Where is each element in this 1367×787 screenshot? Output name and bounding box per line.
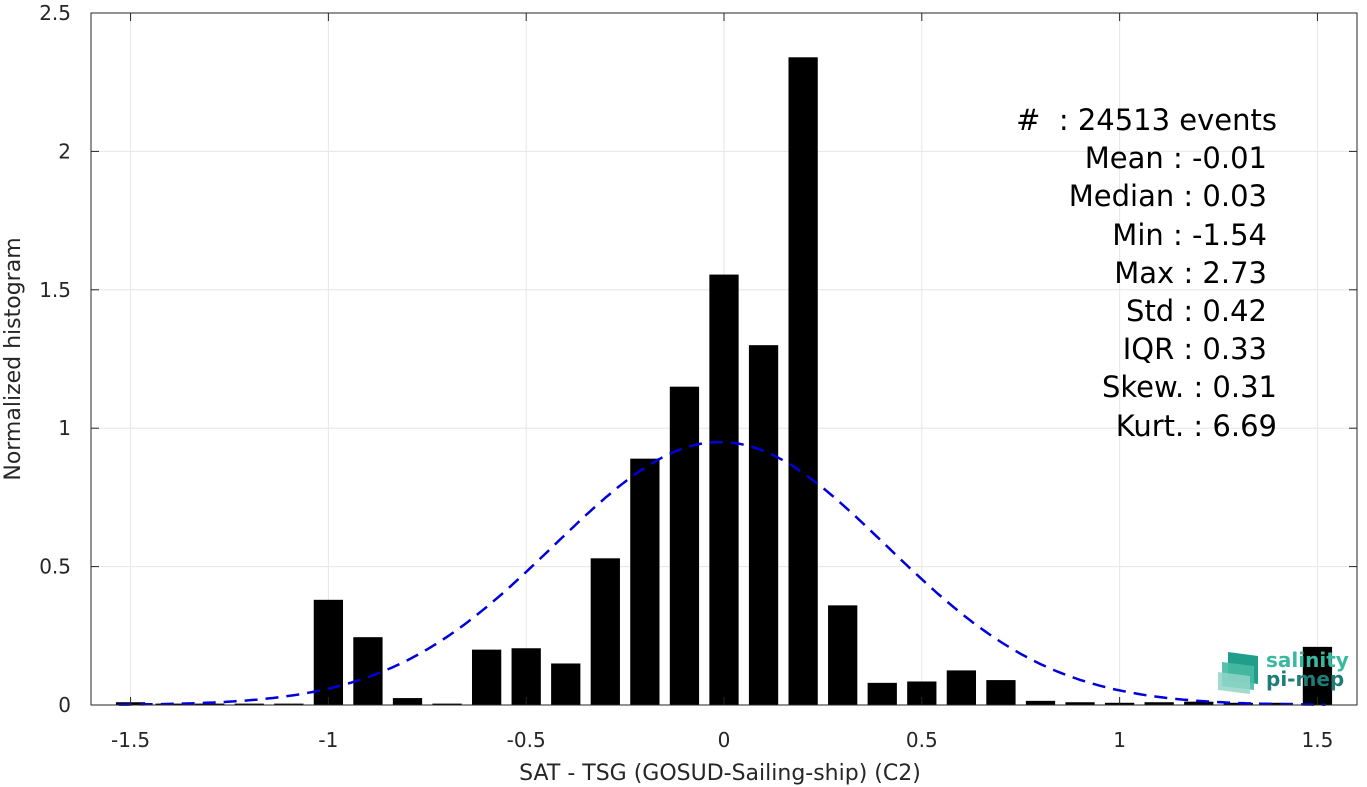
histogram-bar	[828, 605, 858, 705]
histogram-bar	[630, 458, 660, 705]
stats-min: Min : -1.54	[1112, 218, 1267, 252]
stats-count: # : 24513 events	[1016, 103, 1277, 137]
logo-text-salinity: salinity	[1266, 648, 1349, 672]
stats-mean: Mean : -0.01	[1085, 141, 1267, 175]
histogram-bar	[946, 670, 977, 705]
salinity-pi-mep-logo: salinity pi-mep	[1218, 648, 1349, 694]
y-tick-label: 1	[58, 416, 71, 440]
histogram-bar	[1025, 700, 1056, 705]
histogram-bar	[1184, 701, 1214, 705]
x-tick-label: 1	[1113, 728, 1126, 752]
histogram-bar	[748, 345, 779, 705]
histogram-bar	[590, 558, 620, 705]
y-axis-label: Normalized histogram	[1, 237, 26, 480]
histogram-bar	[195, 703, 225, 705]
histogram-bar	[274, 703, 304, 705]
stats-max: Max : 2.73	[1114, 256, 1267, 290]
x-tick-label: -0.5	[507, 728, 546, 752]
y-tick-label: 0	[58, 693, 71, 717]
histogram-bar	[907, 681, 937, 705]
histogram-bar	[709, 274, 739, 705]
histogram-bar	[986, 680, 1016, 705]
logo-wave-icon	[1218, 652, 1258, 694]
x-axis-label: SAT - TSG (GOSUD-Sailing-ship) (C2)	[519, 761, 921, 786]
stats-median: Median : 0.03	[1069, 179, 1267, 213]
x-tick-label: -1.5	[111, 728, 150, 752]
stats-std: Std : 0.42	[1126, 294, 1267, 328]
histogram-bar	[1065, 702, 1095, 705]
histogram-bar	[867, 682, 897, 705]
x-tick-label: -1	[318, 728, 338, 752]
stats-kurt: Kurt. : 6.69	[1116, 409, 1277, 443]
histogram-bar	[551, 663, 581, 705]
histogram-bar	[432, 703, 462, 705]
histogram-bar	[471, 649, 502, 705]
histogram-bar	[234, 703, 264, 705]
histogram-bar	[511, 648, 541, 705]
y-axis-ticks: 0 0.5 1 1.5 2 2.5	[39, 1, 1357, 717]
histogram-bar	[353, 637, 383, 705]
x-tick-label: 1.5	[1302, 728, 1334, 752]
stats-skew: Skew. : 0.31	[1102, 370, 1277, 404]
x-tick-label: 0	[718, 728, 731, 752]
histogram-bar	[788, 57, 818, 705]
y-tick-label: 2.5	[39, 1, 71, 25]
histogram-bar	[669, 386, 700, 705]
histogram-bar	[1144, 702, 1174, 705]
y-tick-label: 1.5	[39, 278, 71, 302]
logo-text-pi-mep: pi-mep	[1266, 667, 1344, 691]
histogram-bar	[1263, 702, 1293, 705]
stats-iqr: IQR : 0.33	[1123, 332, 1267, 366]
normal-fit-curve	[118, 440, 1326, 706]
y-tick-label: 0.5	[39, 555, 71, 579]
x-tick-label: 0.5	[906, 728, 938, 752]
y-tick-label: 2	[58, 139, 71, 163]
histogram-bar	[1302, 646, 1333, 705]
statistics-panel: # : 24513 events Mean : -0.01 Median : 0…	[1016, 103, 1277, 443]
histogram-bars	[115, 57, 1333, 705]
histogram-bar	[392, 698, 423, 705]
x-axis-ticks: -1.5 -1 -0.5 0 0.5 1 1.5	[111, 13, 1333, 752]
